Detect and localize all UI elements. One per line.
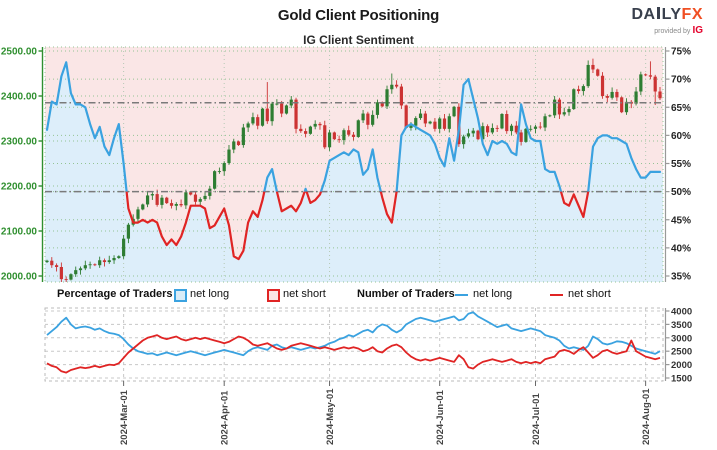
svg-text:70%: 70% — [671, 75, 691, 86]
svg-text:2400.00: 2400.00 — [1, 92, 38, 103]
svg-text:65%: 65% — [671, 103, 691, 114]
sentiment-fills — [45, 47, 663, 282]
svg-text:45%: 45% — [671, 215, 691, 226]
page-title: Gold Client Positioning — [277, 7, 440, 24]
logo-text-da: DA — [631, 6, 656, 23]
svg-text:2024-Jun-01: 2024-Jun-01 — [435, 389, 446, 445]
net-short-line-swatch-icon — [550, 294, 563, 296]
svg-text:2500: 2500 — [671, 347, 692, 358]
net-long-pct-swatch-icon — [174, 289, 187, 302]
net-long-pct-line-below-50 — [125, 191, 590, 261]
net-long-line-swatch-icon — [455, 294, 468, 296]
gold-candlesticks — [45, 58, 662, 282]
svg-text:3000: 3000 — [671, 333, 692, 344]
legend-num-title: Number of Traders — [357, 288, 455, 300]
svg-text:2024-Apr-01: 2024-Apr-01 — [220, 390, 231, 445]
legend-pct-title: Percentage of Traders — [57, 288, 173, 300]
svg-text:1500: 1500 — [671, 374, 692, 385]
svg-text:35%: 35% — [671, 272, 691, 283]
svg-text:60%: 60% — [671, 131, 691, 142]
chart-legend: Percentage of Traders net long net short… — [0, 287, 717, 303]
legend-pct-net-short: net short — [283, 288, 326, 300]
logo-i-bar — [656, 7, 660, 19]
logo-tagline: provided by — [654, 28, 691, 35]
legend-num-net-long: net long — [473, 288, 513, 300]
chart-subtitle: IG Client Sentiment — [303, 33, 414, 47]
dailyfx-logo[interactable]: DA LYFX provided by IG — [631, 7, 703, 36]
svg-text:2024-May-01: 2024-May-01 — [325, 388, 336, 445]
legend-num-net-short: net short — [568, 288, 611, 300]
logo-text-ly: LY — [661, 6, 682, 23]
bottom-gridlines — [44, 307, 664, 382]
legend-pct-net-long: net long — [190, 288, 230, 300]
svg-text:2000.00: 2000.00 — [1, 272, 38, 283]
dailyfx-wordmark: DA LYFX — [631, 7, 703, 23]
net-short-traders-line — [46, 334, 661, 374]
svg-text:50%: 50% — [671, 187, 691, 198]
svg-text:2024-Mar-01: 2024-Mar-01 — [119, 389, 130, 445]
svg-text:2024-Aug-01: 2024-Aug-01 — [641, 388, 652, 445]
svg-text:2024-Jul-01: 2024-Jul-01 — [531, 393, 542, 445]
svg-text:2300.00: 2300.00 — [1, 137, 38, 148]
svg-text:4000: 4000 — [671, 307, 692, 318]
svg-text:3500: 3500 — [671, 320, 692, 331]
reference-lines — [45, 102, 663, 193]
svg-text:2000: 2000 — [671, 360, 692, 371]
net-short-pct-swatch-icon — [267, 289, 280, 302]
svg-text:2200.00: 2200.00 — [1, 182, 38, 193]
percent-axis: 75% 70% 65% 60% 55% 50% 45% 40% 35% — [664, 47, 691, 283]
price-axis: 2500.00 2400.00 2300.00 2200.00 2100.00 2000.… — [1, 47, 44, 283]
ig-brand: IG — [692, 25, 703, 36]
price-sentiment-chart: 2500.00 2400.00 2300.00 2200.00 2100.00 2000.… — [1, 46, 691, 283]
svg-text:40%: 40% — [671, 243, 691, 254]
svg-text:55%: 55% — [671, 159, 691, 170]
date-axis: 2024-Mar-01 2024-Apr-01 2024-May-01 2024-Ju… — [119, 381, 652, 445]
svg-text:75%: 75% — [671, 47, 691, 58]
count-axis: 4000 3500 3000 2500 2000 1500 — [664, 307, 692, 385]
logo-text-fx: FX — [681, 6, 703, 23]
svg-text:2100.00: 2100.00 — [1, 227, 38, 238]
net-long-traders-line — [46, 311, 661, 357]
svg-text:2500.00: 2500.00 — [1, 47, 38, 58]
net-long-pct-line-above-50 — [45, 61, 662, 192]
